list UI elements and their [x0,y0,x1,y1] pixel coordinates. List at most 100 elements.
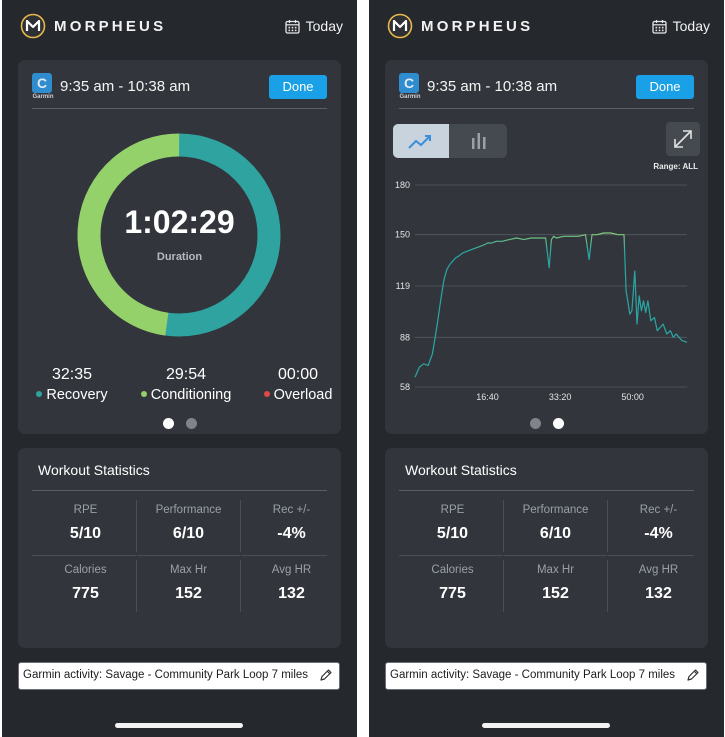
workout-statistics-card: Workout Statistics RPE 5/10 Performance 6/… [18,448,341,648]
stat-performance: Performance 6/10 [504,504,607,543]
phone-screen-summary: MORPHEUS Today C Garmin 9:35 am - 10:38 … [2,0,357,737]
recovery-dot-icon [36,391,43,398]
page-indicator [18,418,341,429]
page-dot-1[interactable] [529,418,541,429]
done-button[interactable]: Done [636,75,694,99]
zone-conditioning-value: 29:54 [165,366,207,383]
edit-pencil-icon[interactable] [319,668,333,682]
bar-chart-toggle[interactable] [451,124,507,158]
workout-time-range: 9:35 am - 10:38 am [427,78,558,95]
stat-label: Performance [155,504,222,516]
y-tick-label: 150 [395,230,410,240]
done-button[interactable]: Done [269,75,327,99]
stat-avg-hr: Avg HR 132 [240,564,343,603]
calendar-icon [284,19,300,34]
stat-rec: Rec +/- -4% [240,504,343,543]
home-indicator[interactable] [115,723,243,728]
brand-title: MORPHEUS [421,18,534,35]
stats-column-divider [136,500,137,552]
duration-label: Duration [156,251,203,263]
stat-label: Rec +/- [639,504,678,516]
workout-header: C Garmin 9:35 am - 10:38 am Done [32,72,327,109]
stat-value: -4% [644,525,673,542]
garmin-logo-icon: C [399,73,419,93]
conditioning-dot-icon [140,391,147,398]
zone-overload-value: 00:00 [277,366,319,383]
stats-row-divider [137,555,240,556]
stat-value: 5/10 [69,525,102,542]
stat-label: RPE [440,504,465,516]
page-dot-2[interactable] [185,418,197,429]
stat-value: 152 [175,585,202,602]
home-indicator[interactable] [482,723,610,728]
zone-recovery-value: 32:35 [51,366,93,383]
y-tick-label: 180 [395,180,410,190]
stat-rpe: RPE 5/10 [34,504,137,543]
page-dot-1[interactable] [162,418,174,429]
stat-value: 775 [72,585,99,602]
activity-name-field[interactable]: Garmin activity: Savage - Community Park… [18,662,340,690]
morpheus-logo-icon [387,13,413,39]
x-tick-label: 33:20 [549,392,572,402]
stat-value: 775 [439,585,466,602]
stats-column-divider [240,560,241,612]
stat-value: 5/10 [436,525,469,542]
stat-performance: Performance 6/10 [137,504,240,543]
workout-summary-card: C Garmin 9:35 am - 10:38 am Done 1:02:29… [18,60,341,434]
stats-title: Workout Statistics [405,462,517,478]
edit-pencil-icon[interactable] [686,668,700,682]
stat-rec: Rec +/- -4% [607,504,710,543]
stats-row-divider [241,555,327,556]
stat-calories: Calories 775 [401,564,504,603]
stats-column-divider [503,500,504,552]
heart-rate-series-line [414,232,688,378]
stats-column-divider [503,560,504,612]
stats-column-divider [136,560,137,612]
today-button[interactable]: Today [651,18,710,34]
expand-icon [674,130,692,148]
page-dot-2[interactable] [552,418,564,429]
zone-recovery-label: Recovery [46,387,108,403]
y-tick-label: 119 [396,281,410,291]
zone-recovery: 32:35 Recovery [26,366,118,403]
zone-overload: 00:00 Overload [254,366,342,403]
activity-name: Garmin activity: Savage - Community Park… [390,669,676,681]
stat-max-hr: Max Hr 152 [137,564,240,603]
stats-row-divider [504,555,607,556]
chart-range-label: Range: ALL [653,162,698,171]
morpheus-logo-icon [20,13,46,39]
stats-row-divider [608,555,694,556]
expand-chart-button[interactable] [666,122,700,156]
activity-name: Garmin activity: Savage - Community Park… [23,669,309,681]
stat-label: Calories [64,564,107,576]
today-button[interactable]: Today [284,18,343,34]
workout-header: C Garmin 9:35 am - 10:38 am Done [399,72,694,109]
stat-value: -4% [277,525,306,542]
activity-name-field[interactable]: Garmin activity: Savage - Community Park… [385,662,707,690]
garmin-logo-icon: C [32,73,52,93]
zone-conditioning-label: Conditioning [150,387,232,403]
stat-max-hr: Max Hr 152 [504,564,607,603]
stat-value: 132 [278,585,305,602]
stat-label: Calories [431,564,474,576]
stats-divider [399,490,694,491]
zone-overload-label: Overload [273,387,333,403]
stat-avg-hr: Avg HR 132 [607,564,710,603]
stat-rpe: RPE 5/10 [401,504,504,543]
page-indicator [385,418,708,429]
stat-value: 132 [645,585,672,602]
x-tick-label: 16:40 [476,392,499,402]
line-chart-toggle[interactable] [393,124,449,158]
phone-screen-chart: MORPHEUS Today C Garmin 9:35 am - 10:38 … [369,0,724,737]
today-label: Today [305,18,343,34]
top-bar: MORPHEUS Today [387,10,710,44]
calendar-icon [651,19,667,34]
chart-view-toggle [393,124,507,158]
heart-rate-line-chart: 180 150 119 88 58 16:40 33:20 50:00 [395,180,688,402]
stat-calories: Calories 775 [34,564,137,603]
stats-title: Workout Statistics [38,462,150,478]
stat-label: Avg HR [271,564,312,576]
heart-rate-chart-card: C Garmin 9:35 am - 10:38 am Done [385,60,708,434]
stats-divider [32,490,327,491]
x-tick-label: 50:00 [621,392,644,402]
